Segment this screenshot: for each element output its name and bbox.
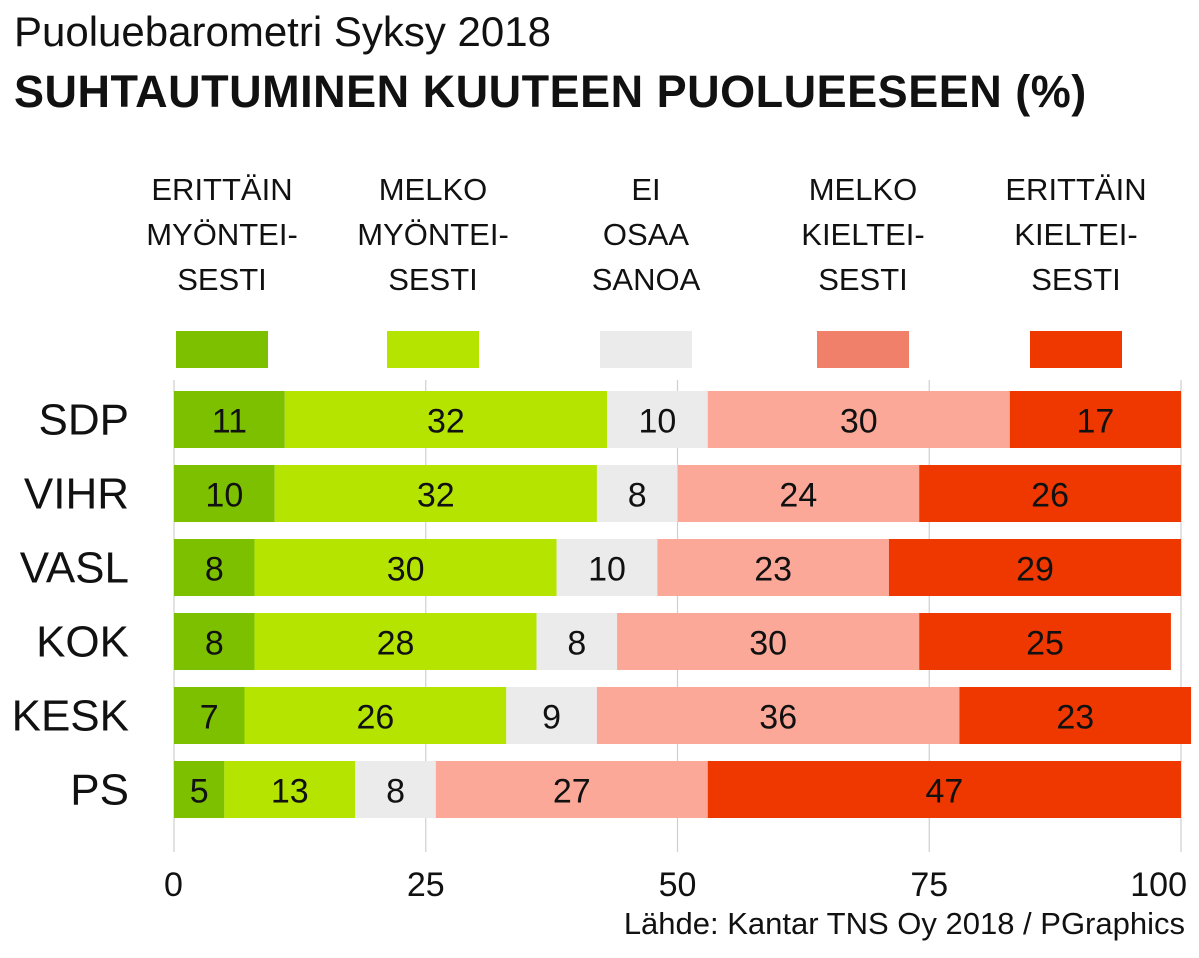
bar-sdp-series-3 bbox=[707, 391, 1010, 448]
bar-kesk-series-1 bbox=[244, 687, 507, 744]
legend-label-1-line-1: MYÖNTEI- bbox=[357, 217, 509, 252]
value-label-vihr-series-0: 10 bbox=[205, 477, 243, 515]
legend-label-0-line-1: MYÖNTEI- bbox=[146, 217, 298, 252]
bar-kok-series-0 bbox=[174, 613, 255, 670]
value-label-ps-series-3: 27 bbox=[553, 773, 591, 811]
value-label-kesk-series-1: 26 bbox=[356, 699, 394, 737]
bar-sdp-series-2 bbox=[607, 391, 708, 448]
value-label-vihr-series-1: 32 bbox=[417, 477, 455, 515]
value-label-vihr-series-2: 8 bbox=[628, 477, 647, 515]
bar-vasl-series-1 bbox=[254, 539, 557, 596]
legend-label-2-line-0: EI bbox=[631, 172, 660, 207]
value-label-ps-series-4: 47 bbox=[925, 773, 963, 811]
bar-kesk-series-0 bbox=[174, 687, 245, 744]
value-label-vasl-series-1: 30 bbox=[387, 551, 425, 589]
bar-ps-series-1 bbox=[224, 761, 356, 818]
bar-vasl-series-4 bbox=[888, 539, 1181, 596]
legend-swatch-2 bbox=[600, 331, 692, 368]
legend-label-0-line-0: ERITTÄIN bbox=[151, 172, 292, 207]
value-label-vasl-series-2: 10 bbox=[588, 551, 626, 589]
legend-swatch-4 bbox=[1030, 331, 1122, 368]
bar-vasl-series-0 bbox=[174, 539, 255, 596]
value-label-vasl-series-3: 23 bbox=[754, 551, 792, 589]
legend-label-2-line-1: OSAA bbox=[603, 217, 689, 252]
bar-kok-series-3 bbox=[617, 613, 920, 670]
legend-label-4-line-0: ERITTÄIN bbox=[1005, 172, 1146, 207]
source-note: Lähde: Kantar TNS Oy 2018 / PGraphics bbox=[623, 906, 1185, 941]
bar-kok-series-4 bbox=[919, 613, 1171, 670]
legend-swatch-1 bbox=[387, 331, 479, 368]
bar-kesk-series-4 bbox=[959, 687, 1192, 744]
value-label-kesk-series-0: 7 bbox=[200, 699, 219, 737]
value-label-kesk-series-3: 36 bbox=[759, 699, 797, 737]
value-label-kok-series-1: 28 bbox=[377, 625, 415, 663]
bar-vihr-series-2 bbox=[596, 465, 678, 522]
value-label-ps-series-0: 5 bbox=[190, 773, 209, 811]
value-label-vihr-series-4: 26 bbox=[1031, 477, 1069, 515]
legend-label-1-line-0: MELKO bbox=[379, 172, 488, 207]
value-label-sdp-series-4: 17 bbox=[1076, 403, 1114, 441]
value-label-vasl-series-4: 29 bbox=[1016, 551, 1054, 589]
x-tick-label-25: 25 bbox=[407, 866, 445, 904]
bar-kesk-series-2 bbox=[506, 687, 597, 744]
bar-sdp-series-1 bbox=[284, 391, 608, 448]
x-tick-label-100: 100 bbox=[1130, 866, 1187, 904]
category-label-vasl: VASL bbox=[20, 544, 129, 593]
value-label-sdp-series-1: 32 bbox=[427, 403, 465, 441]
category-label-ps: PS bbox=[70, 766, 129, 815]
bar-kok-series-1 bbox=[254, 613, 537, 670]
value-label-kok-series-0: 8 bbox=[205, 625, 224, 663]
value-label-ps-series-1: 13 bbox=[271, 773, 309, 811]
bar-vihr-series-3 bbox=[677, 465, 920, 522]
legend-label-3-line-2: SESTI bbox=[818, 262, 908, 297]
legend-label-4-line-1: KIELTEI- bbox=[1014, 217, 1137, 252]
bar-vasl-series-2 bbox=[556, 539, 658, 596]
chart-subtitle: Puoluebarometri Syksy 2018 bbox=[14, 8, 551, 55]
x-tick-label-75: 75 bbox=[910, 866, 948, 904]
bar-ps-series-3 bbox=[435, 761, 708, 818]
bar-sdp-series-0 bbox=[174, 391, 285, 448]
value-label-kesk-series-4: 23 bbox=[1056, 699, 1094, 737]
legend-label-4-line-2: SESTI bbox=[1031, 262, 1121, 297]
bar-kesk-series-3 bbox=[596, 687, 960, 744]
legend-label-2-line-2: SANOA bbox=[592, 262, 701, 297]
x-tick-label-0: 0 bbox=[164, 866, 183, 904]
bar-vihr-series-0 bbox=[174, 465, 275, 522]
category-label-vihr: VIHR bbox=[24, 470, 129, 519]
value-label-ps-series-2: 8 bbox=[386, 773, 405, 811]
value-label-vihr-series-3: 24 bbox=[779, 477, 817, 515]
legend-label-1-line-2: SESTI bbox=[388, 262, 478, 297]
category-label-sdp: SDP bbox=[39, 396, 129, 445]
legend-swatch-3 bbox=[817, 331, 909, 368]
category-label-kesk: KESK bbox=[12, 692, 129, 741]
bar-vasl-series-3 bbox=[657, 539, 889, 596]
legend-label-0-line-2: SESTI bbox=[177, 262, 267, 297]
value-label-sdp-series-0: 11 bbox=[212, 403, 247, 441]
value-label-vasl-series-0: 8 bbox=[205, 551, 224, 589]
chart-title: SUHTAUTUMINEN KUUTEEN PUOLUEESEEN (%) bbox=[14, 66, 1087, 117]
bar-kok-series-2 bbox=[536, 613, 618, 670]
legend-label-3-line-0: MELKO bbox=[809, 172, 918, 207]
bar-ps-series-4 bbox=[707, 761, 1181, 818]
value-label-kok-series-3: 30 bbox=[749, 625, 787, 663]
legend-label-3-line-1: KIELTEI- bbox=[801, 217, 924, 252]
bar-sdp-series-4 bbox=[1009, 391, 1181, 448]
bar-ps-series-0 bbox=[174, 761, 225, 818]
value-label-sdp-series-3: 30 bbox=[840, 403, 878, 441]
value-label-kesk-series-2: 9 bbox=[542, 699, 561, 737]
category-label-kok: KOK bbox=[36, 618, 129, 667]
bar-vihr-series-1 bbox=[274, 465, 597, 522]
legend-swatch-0 bbox=[176, 331, 268, 368]
value-label-sdp-series-2: 10 bbox=[638, 403, 676, 441]
bar-vihr-series-4 bbox=[919, 465, 1181, 522]
value-label-kok-series-2: 8 bbox=[567, 625, 586, 663]
value-label-kok-series-4: 25 bbox=[1026, 625, 1064, 663]
x-tick-label-50: 50 bbox=[659, 866, 697, 904]
bar-ps-series-2 bbox=[355, 761, 436, 818]
